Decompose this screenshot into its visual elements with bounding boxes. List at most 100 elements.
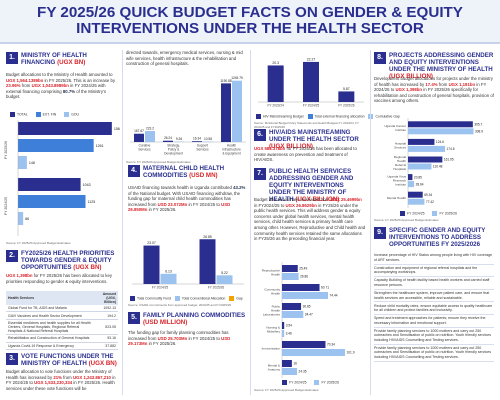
data-label: 148 xyxy=(29,161,35,165)
bar xyxy=(199,239,216,284)
bar xyxy=(267,65,284,102)
section-2-header: 2. FY2025/26 HEALTH PRIORITIES TOWARDS G… xyxy=(6,250,118,272)
table-cell: 93.16 xyxy=(93,334,118,343)
category-label: Health xyxy=(271,273,280,277)
data-label: 70.34 xyxy=(327,343,335,347)
data-label: 9.26 xyxy=(176,137,182,141)
section-title: FY2025/26 HEALTH PRIORITIES TOWARDS GEND… xyxy=(21,250,115,271)
category-label: Services xyxy=(196,148,209,152)
category-label: Research xyxy=(393,179,407,183)
list-item: Provide family planning services to 1000… xyxy=(374,345,494,362)
bar xyxy=(408,181,415,188)
category-label: Midwifery xyxy=(267,330,281,334)
category-label: FY 2023/24 xyxy=(267,104,284,108)
data-label: 1564 xyxy=(114,127,120,131)
source-note: Source: Ministerial Budget Policy Statem… xyxy=(254,121,359,129)
data-label: 124.6 xyxy=(436,140,444,144)
section-title: FAMILY PLANNING COMMODITIES (USD Million… xyxy=(143,312,246,326)
section-number: 5. xyxy=(128,312,140,324)
category-label: Health xyxy=(397,159,406,163)
data-label: 74.44 xyxy=(330,294,338,298)
section-3-continued: directed towards, emergency medical serv… xyxy=(126,50,243,67)
hiv-bar-chart: 20.3 FY 2023/24 22.27 FY 2024/25 5.87 FY 2025… xyxy=(258,57,364,108)
data-label: 3.46 xyxy=(286,332,292,336)
bar xyxy=(160,273,177,284)
data-label: 26.86 xyxy=(300,275,308,279)
bar xyxy=(282,341,326,348)
table-cell: 37.882 xyxy=(93,342,118,350)
data-label: 167.67 xyxy=(134,129,144,133)
section-2-text: UGX 1,398bn for FY 2025/26 has been allo… xyxy=(6,273,112,284)
source-note: Source: FY 2025/26 Approved Budget Estim… xyxy=(374,218,439,222)
table-row: Uganda Covid-19 Response & Emergency 37.8… xyxy=(6,342,118,350)
category-label: FY 2024/25 xyxy=(152,286,169,290)
bar xyxy=(282,311,304,318)
data-label: 86 xyxy=(25,217,29,221)
data-label: 161.95 xyxy=(444,158,454,162)
category-label: Mental & xyxy=(268,364,281,368)
category-label: Services xyxy=(394,145,406,149)
section-number: 3. xyxy=(6,353,18,365)
section-number: 6. xyxy=(254,129,266,141)
data-label: 1190.88 xyxy=(220,79,232,83)
data-label: 1043 xyxy=(83,183,91,187)
projects-legend: FY 2024/25 FY 2025/26 xyxy=(400,211,457,216)
section-1-text: Budget allocations to the Ministry of He… xyxy=(6,72,116,100)
list-item: Construction and equipment of regional r… xyxy=(374,265,494,278)
bar xyxy=(134,133,144,142)
section-number: 2. xyxy=(6,250,18,262)
bar xyxy=(282,292,329,299)
bar xyxy=(408,191,423,198)
table-cell: Global Fund for TB, AIDS and Malaria xyxy=(6,305,94,313)
category-label: Institute xyxy=(395,128,406,132)
data-label: 1125 xyxy=(88,200,96,204)
list-item: Speed and treatment approaches for patie… xyxy=(374,315,494,328)
table-header: Amount (UGX, Billion) xyxy=(93,291,118,305)
category-label: Support xyxy=(197,144,208,148)
section-title: MATERNAL CHILD HEALTH COMMODITIES (USD M… xyxy=(143,165,225,179)
list-item: Reduce child mortality rates, ensure equ… xyxy=(374,302,494,315)
bar xyxy=(408,121,473,128)
bar xyxy=(338,91,355,102)
category-label: Immunisation xyxy=(262,347,281,351)
bar xyxy=(18,122,112,135)
list-item: Provide family planning services to 1000… xyxy=(374,328,494,345)
section-6-header: 6. HIV/AIDS MAINSTREAMING UNDER THE HEAL… xyxy=(254,129,366,150)
bar xyxy=(216,275,233,284)
category-label: Hospitals xyxy=(393,167,406,171)
bar xyxy=(408,163,432,170)
bar xyxy=(282,360,292,367)
bar xyxy=(408,156,443,163)
bar xyxy=(282,284,320,291)
list-item: Strengthen the healthcare system, improv… xyxy=(374,290,494,303)
data-label: 6.13 xyxy=(165,269,172,273)
category-label: Anatomy xyxy=(268,368,281,372)
data-label: 20.3 xyxy=(272,61,279,65)
category-label: Uganda Virus xyxy=(387,175,406,179)
table-row: GAVI Vaccines and Health Sector Developm… xyxy=(6,311,118,320)
list-item: Capacity Building of health facility bas… xyxy=(374,277,494,290)
bar xyxy=(303,61,319,102)
bar xyxy=(18,212,24,225)
data-label: 26.24 xyxy=(164,136,172,140)
data-label: 305.7 xyxy=(474,123,482,127)
data-label: 223.2 xyxy=(146,127,154,131)
section-8-text: Development budget allocations for proje… xyxy=(374,76,494,104)
bar xyxy=(143,245,160,284)
data-label: 5.87 xyxy=(343,87,350,91)
legend-gou: GOU xyxy=(64,112,79,117)
source-note: Source: FY 2025/26 Approved Budget Estim… xyxy=(6,241,71,245)
category-label: Hospital xyxy=(395,141,406,145)
category-label: FY 2025/26 xyxy=(4,141,8,159)
bar xyxy=(282,330,285,337)
bar xyxy=(18,139,94,152)
data-label: 28.64 xyxy=(416,182,424,186)
category-label: Health xyxy=(271,309,280,313)
section-title: HIV/AIDS MAINSTREAMING UNDER THE HEALTH … xyxy=(269,129,359,150)
category-label: Health xyxy=(227,144,236,148)
bar xyxy=(18,178,81,191)
category-label: FY 2024/25 xyxy=(303,104,320,108)
category-label: Institute xyxy=(395,183,406,187)
table-cell: 1092.13 xyxy=(93,305,118,313)
mch-legend: Total Commodity Fund Total Conventional … xyxy=(130,296,243,301)
